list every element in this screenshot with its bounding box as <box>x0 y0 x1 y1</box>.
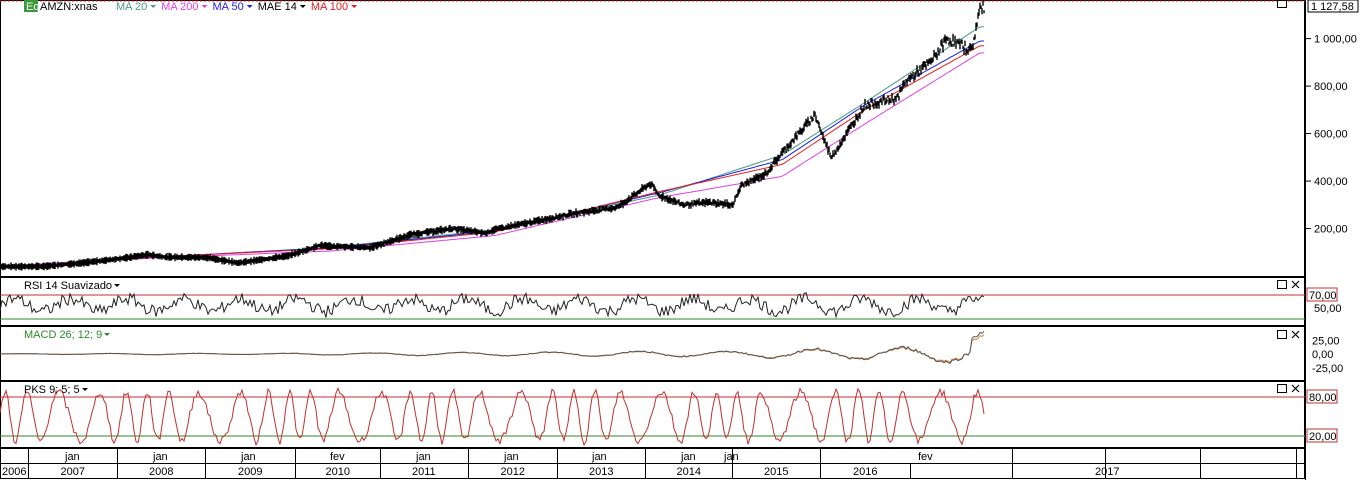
macd-signal-line <box>0 334 985 363</box>
eq-badge[interactable] <box>24 0 38 12</box>
macd-layer <box>0 330 985 365</box>
price-tick-label: 400,00 <box>1314 176 1348 188</box>
price-tick-label: 600,00 <box>1314 129 1348 141</box>
price-series-layer <box>0 0 985 271</box>
legend-dropdown-icon[interactable] <box>351 5 358 8</box>
pks-close-icon[interactable] <box>1291 384 1300 393</box>
series-amzn-price <box>0 0 985 271</box>
rsi-tick-label: 50,00 <box>1314 303 1342 315</box>
year-label: 2009 <box>238 466 262 478</box>
price-tick-label: 800,00 <box>1314 81 1348 93</box>
year-label: 2014 <box>677 466 701 478</box>
legend-items: MA 20 MA 200 MA 50 MAE 14 MA 100 <box>116 1 358 13</box>
legend-item-ma-50[interactable]: MA 50 <box>213 1 244 13</box>
pks-maximize-icon[interactable] <box>1277 384 1287 393</box>
price-panel-frame <box>0 0 1305 277</box>
year-label: 2006 <box>2 466 26 478</box>
pks-layer <box>0 386 1305 447</box>
rsi-line <box>0 292 985 319</box>
legend-dropdown-icon[interactable] <box>299 5 306 8</box>
macd-tick-label: 25,00 <box>1312 335 1340 347</box>
pks-line <box>0 386 985 447</box>
month-label: fev <box>918 451 933 463</box>
year-label: 2008 <box>149 466 173 478</box>
macd-close-icon[interactable] <box>1291 330 1300 339</box>
pks-label[interactable]: PKS 9; 5; 5 <box>24 384 80 396</box>
last-price-box <box>1307 0 1359 13</box>
year-label: 2015 <box>764 466 788 478</box>
legend-item-ma-200[interactable]: MA 200 <box>161 1 198 13</box>
legend-dropdown-icon[interactable] <box>201 5 208 8</box>
pks-panel-frame <box>0 381 1305 448</box>
pks-dropdown-icon[interactable] <box>82 388 88 391</box>
rsi-close-icon[interactable] <box>1291 280 1300 289</box>
year-label: 2017 <box>1095 466 1119 478</box>
macd-label[interactable]: MACD 26; 12; 9 <box>24 329 102 341</box>
year-label: 2013 <box>589 466 613 478</box>
rsi-maximize-icon[interactable] <box>1277 280 1287 289</box>
rsi-dropdown-icon[interactable] <box>114 284 120 287</box>
symbol-label[interactable]: AMZN:xnas <box>40 1 98 13</box>
price-maximize-icon[interactable] <box>1277 0 1287 8</box>
month-label: jan <box>723 451 739 463</box>
pks-lower-box <box>1306 428 1338 443</box>
month-label: jan <box>415 451 431 463</box>
eq-badge-label: Eq <box>26 1 39 13</box>
rsi-tick-label: 70,00 <box>1309 290 1337 302</box>
macd-dropdown-icon[interactable] <box>104 333 110 336</box>
year-label: 2012 <box>501 466 525 478</box>
month-label: jan <box>240 451 256 463</box>
pks-tick-label: 80,00 <box>1309 392 1337 404</box>
year-label: 2010 <box>326 466 350 478</box>
price-tick-label: 1 000,00 <box>1314 34 1357 46</box>
pks-tick-label: 20,00 <box>1309 431 1337 443</box>
rsi-layer <box>0 292 1305 320</box>
rsi-upper-box <box>1306 287 1338 302</box>
legend-dropdown-icon[interactable] <box>246 5 253 8</box>
price-tick-label: 200,00 <box>1314 224 1348 236</box>
legend-item-ma-20[interactable]: MA 20 <box>116 1 147 13</box>
macd-tick-label: -25,00 <box>1312 363 1343 375</box>
year-label: 2007 <box>61 466 85 478</box>
axis-layer: 1 000,00 800,00 600,00 400,00 200,00 70,0050,… <box>0 34 1357 479</box>
legend-dropdown-icon[interactable] <box>150 5 157 8</box>
pks-upper-box <box>1306 389 1338 404</box>
macd-maximize-icon[interactable] <box>1277 330 1287 339</box>
year-label: 2011 <box>412 466 436 478</box>
month-label: jan <box>503 451 519 463</box>
legend-item-ma-100[interactable]: MA 100 <box>311 1 348 13</box>
legend-item-mae-14[interactable]: MAE 14 <box>258 1 297 13</box>
month-label: jan <box>64 451 80 463</box>
month-label: jan <box>591 451 607 463</box>
month-label: jan <box>680 451 696 463</box>
rsi-panel-frame <box>0 277 1305 326</box>
macd-tick-label: 0,00 <box>1312 349 1333 361</box>
macd-line <box>0 330 985 365</box>
last-price-label: 1 127,58 <box>1311 1 1354 13</box>
year-label: 2016 <box>853 466 877 478</box>
month-label: jan <box>152 451 168 463</box>
rsi-label[interactable]: RSI 14 Suavizado <box>24 280 112 292</box>
month-label: fev <box>330 451 345 463</box>
